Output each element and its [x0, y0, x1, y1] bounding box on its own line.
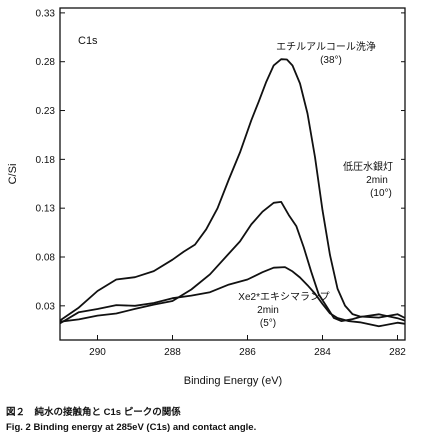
annotation-hg-lamp-name: 低圧水銀灯: [343, 160, 393, 173]
series-line-low-pressure-hg-lamp: [59, 201, 406, 323]
annotation-ethanol-name: エチルアルコール洗浄: [276, 40, 376, 53]
y-axis-title: C/Si: [7, 164, 19, 185]
series-layer: [59, 58, 406, 328]
annotation-excimer-name: Xe2*エキシマランプ: [238, 291, 329, 303]
annotation-hg-lamp-angle: (10°): [370, 188, 392, 199]
y-tick-label: 0.08: [36, 253, 56, 264]
panel-label-c1s: C1s: [78, 35, 98, 47]
figure-caption-english: Fig. 2 Binding energy at 285eV (C1s) and…: [6, 422, 257, 433]
plot-frame: [59, 7, 406, 341]
y-tick-label: 0.33: [36, 8, 56, 19]
y-tick-label: 0.13: [36, 204, 56, 215]
annotation-excimer-angle: (5°): [260, 318, 276, 329]
x-tick-label: 286: [239, 347, 256, 358]
y-tick-label: 0.03: [36, 301, 56, 312]
annotation-hg-lamp-time: 2min: [366, 175, 388, 186]
annotation-excimer-time: 2min: [257, 305, 279, 316]
x-tick-label: 288: [164, 347, 181, 358]
x-tick-label: 290: [89, 347, 106, 358]
ticks-layer: 0.03 0.08 0.13 0.18 0.23 0.28 0.33 290 288 286 284…: [36, 8, 407, 358]
y-tick-label: 0.28: [36, 57, 56, 68]
y-tick-label: 0.18: [36, 155, 56, 166]
x-axis-title: Binding Energy (eV): [184, 375, 282, 387]
figure-caption-japanese: 図２ 純水の接触角と C1s ピークの関係: [6, 407, 181, 418]
annotation-ethanol-angle: (38°): [320, 55, 342, 66]
series-line-ethanol-wash: [59, 58, 406, 322]
y-tick-label: 0.23: [36, 106, 56, 117]
xps-chart: 0.03 0.08 0.13 0.18 0.23 0.28 0.33 290 288 286 284…: [7, 7, 407, 387]
x-tick-label: 282: [389, 347, 406, 358]
series-line-xe2-excimer-lamp: [59, 266, 406, 328]
x-tick-label: 284: [314, 347, 331, 358]
